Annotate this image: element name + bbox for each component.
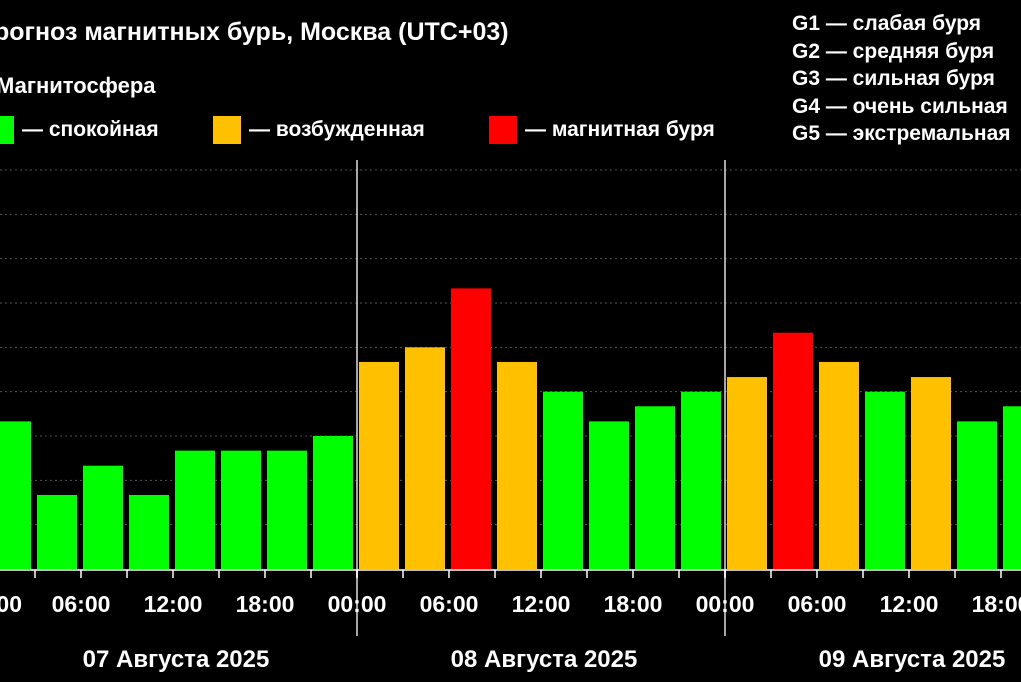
x-tick-label: 18:00: [972, 591, 1021, 617]
legend-item-calm: — спокойная: [0, 116, 159, 144]
kp-bar: [0, 421, 31, 569]
legend-swatch-calm: [0, 116, 14, 144]
chart-subtitle: Магнитосфера: [0, 73, 156, 98]
x-tick-label: 12:00: [880, 591, 939, 617]
g-scale-item: G3 — сильная буря: [792, 67, 995, 90]
x-tick-label: 12:00: [144, 591, 203, 617]
legend-label-excited: — возбужденная: [249, 118, 425, 141]
kp-bar: [957, 421, 997, 569]
kp-bar: [221, 450, 261, 569]
day-label: 09 Августа 2025: [819, 646, 1006, 673]
kp-bar: [359, 361, 399, 569]
g-scale-legend: G1 — слабая буря G2 — средняя буря G3 — …: [792, 10, 1011, 148]
kp-bar: [681, 391, 721, 569]
x-tick-label: 18:00: [236, 591, 295, 617]
kp-bar: [589, 421, 629, 569]
legend-swatch-storm: [489, 116, 517, 144]
g-scale-item: G5 — экстремальная: [792, 122, 1011, 145]
kp-bar: [83, 465, 123, 569]
legend-item-storm: — магнитная буря: [489, 116, 715, 144]
x-tick-label: 00:00: [328, 591, 387, 617]
legend-label-storm: — магнитная буря: [525, 118, 715, 141]
kp-bar: [819, 361, 859, 569]
kp-bar: [911, 377, 951, 569]
x-tick-label: 06:00: [420, 591, 479, 617]
legend-item-excited: — возбужденная: [213, 116, 425, 144]
kp-bar: [37, 494, 77, 569]
kp-bar: [313, 436, 353, 569]
x-tick-label: 00: [0, 591, 22, 617]
kp-bar: [773, 332, 813, 569]
kp-bar: [405, 347, 445, 569]
g-scale-item: G4 — очень сильная: [792, 94, 1008, 118]
g-scale-item: G1 — слабая буря: [792, 12, 982, 35]
legend-label-calm: — спокойная: [22, 118, 159, 141]
day-label: 08 Августа 2025: [451, 646, 638, 673]
x-tick-label: 06:00: [52, 591, 111, 617]
legend-swatch-excited: [213, 116, 241, 144]
x-tick-label: 12:00: [512, 591, 571, 617]
kp-bar: [175, 450, 215, 569]
kp-bar: [865, 391, 905, 569]
kp-bar: [1003, 406, 1021, 569]
x-tick-label: 18:00: [604, 591, 663, 617]
kp-bar: [267, 450, 307, 569]
kp-bar: [727, 377, 767, 569]
g-scale-item: G2 — средняя буря: [792, 39, 995, 63]
kp-bar: [543, 391, 583, 569]
x-tick-label: 06:00: [788, 591, 847, 617]
kp-bar: [497, 361, 537, 569]
kp-bar: [451, 288, 491, 569]
x-tick-label: 00:00: [696, 591, 755, 617]
kp-bar: [635, 406, 675, 569]
day-label: 07 Августа 2025: [83, 646, 270, 673]
kp-bar: [129, 494, 169, 569]
chart-title: рогноз магнитных бурь, Москва (UTC+03): [0, 18, 509, 46]
